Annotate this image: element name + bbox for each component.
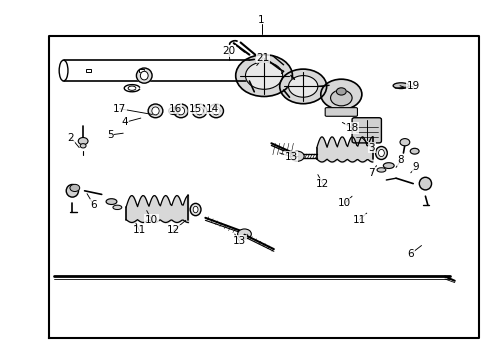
Text: 9: 9 bbox=[411, 162, 418, 172]
Ellipse shape bbox=[195, 107, 203, 115]
Ellipse shape bbox=[66, 185, 78, 197]
Ellipse shape bbox=[212, 107, 219, 115]
Text: 4: 4 bbox=[121, 117, 128, 127]
Bar bbox=[139, 69, 144, 72]
Text: 12: 12 bbox=[166, 225, 180, 235]
Text: 15: 15 bbox=[188, 104, 202, 114]
Ellipse shape bbox=[59, 60, 68, 81]
Text: 10: 10 bbox=[338, 198, 350, 208]
Ellipse shape bbox=[383, 163, 393, 168]
Ellipse shape bbox=[151, 107, 159, 115]
Text: 13: 13 bbox=[232, 236, 246, 246]
Circle shape bbox=[245, 62, 282, 89]
Circle shape bbox=[290, 151, 304, 161]
Text: 21: 21 bbox=[256, 53, 269, 63]
Ellipse shape bbox=[409, 148, 418, 154]
Ellipse shape bbox=[193, 206, 198, 213]
Text: 10: 10 bbox=[145, 215, 158, 225]
FancyBboxPatch shape bbox=[351, 118, 381, 143]
Text: 16: 16 bbox=[168, 104, 182, 114]
Circle shape bbox=[288, 76, 317, 97]
Circle shape bbox=[235, 55, 292, 96]
Text: 5: 5 bbox=[106, 130, 113, 140]
Circle shape bbox=[279, 69, 326, 104]
Text: 14: 14 bbox=[205, 104, 219, 114]
Text: 17: 17 bbox=[113, 104, 126, 114]
Text: 19: 19 bbox=[406, 81, 419, 91]
Text: 20: 20 bbox=[222, 46, 235, 56]
Ellipse shape bbox=[392, 83, 408, 89]
Ellipse shape bbox=[148, 104, 163, 118]
Circle shape bbox=[330, 90, 351, 106]
Text: 2: 2 bbox=[67, 132, 74, 143]
Circle shape bbox=[168, 107, 178, 114]
Circle shape bbox=[399, 139, 409, 146]
Text: 11: 11 bbox=[132, 225, 146, 235]
Ellipse shape bbox=[375, 147, 386, 159]
Text: 12: 12 bbox=[315, 179, 329, 189]
Ellipse shape bbox=[136, 68, 152, 83]
Text: 6: 6 bbox=[90, 200, 97, 210]
Text: 3: 3 bbox=[367, 143, 374, 153]
Text: 1: 1 bbox=[258, 15, 264, 25]
Ellipse shape bbox=[192, 104, 206, 118]
Bar bbox=[85, 69, 91, 72]
Text: 8: 8 bbox=[397, 155, 404, 165]
Text: 13: 13 bbox=[284, 152, 297, 162]
Ellipse shape bbox=[140, 71, 148, 80]
Circle shape bbox=[336, 88, 346, 95]
Circle shape bbox=[320, 79, 361, 109]
Circle shape bbox=[70, 184, 80, 192]
Text: 18: 18 bbox=[345, 123, 358, 133]
Ellipse shape bbox=[378, 149, 384, 157]
Text: 6: 6 bbox=[407, 249, 413, 259]
Text: 7: 7 bbox=[367, 168, 374, 178]
Circle shape bbox=[78, 138, 88, 145]
FancyBboxPatch shape bbox=[325, 108, 357, 116]
Ellipse shape bbox=[113, 205, 122, 210]
Ellipse shape bbox=[106, 199, 117, 204]
Ellipse shape bbox=[173, 104, 188, 118]
Ellipse shape bbox=[177, 107, 184, 115]
Text: 11: 11 bbox=[352, 215, 366, 225]
Circle shape bbox=[237, 229, 251, 239]
Ellipse shape bbox=[418, 177, 431, 190]
Ellipse shape bbox=[208, 104, 223, 118]
Ellipse shape bbox=[376, 168, 385, 172]
Circle shape bbox=[80, 144, 86, 148]
Ellipse shape bbox=[190, 203, 201, 216]
